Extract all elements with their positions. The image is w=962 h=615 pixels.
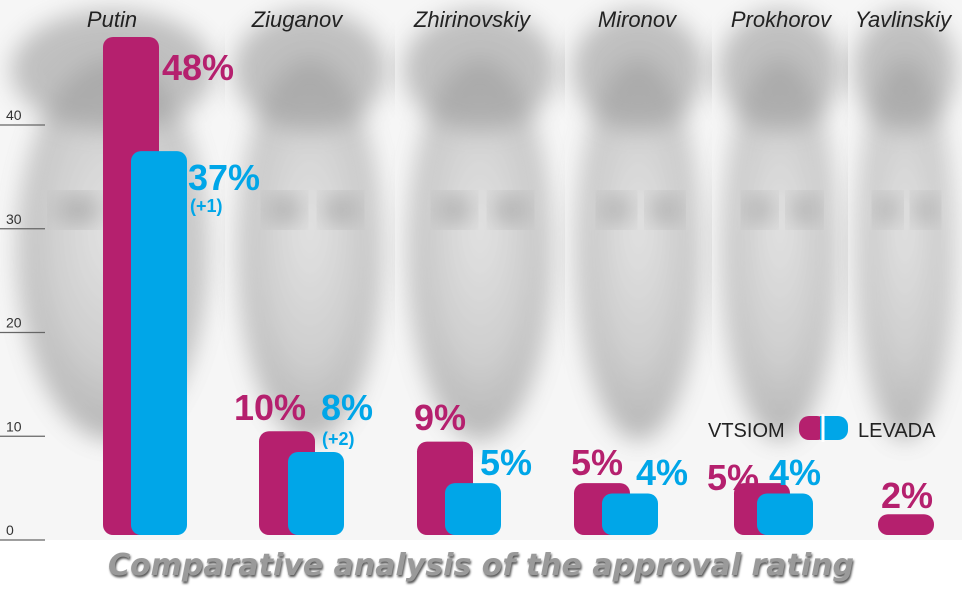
- change-label-levada: (+1): [190, 196, 223, 216]
- value-label-vtsiom: 5%: [707, 457, 759, 498]
- y-tick-label: 10: [6, 418, 22, 434]
- value-label-vtsiom: 48%: [162, 47, 234, 88]
- value-label-vtsiom: 9%: [414, 397, 466, 438]
- category-labels: Putin Ziuganov Zhirinovskiy Mironov Prokhoro…: [87, 7, 953, 32]
- legend-levada-label: LEVADA: [858, 420, 936, 442]
- category-label-mironov: Mironov: [598, 7, 678, 32]
- category-label-putin: Putin: [87, 7, 137, 32]
- legend: VTSIOM LEVADA: [708, 414, 936, 442]
- value-label-levada: 4%: [769, 452, 821, 493]
- value-label-levada: 37%: [188, 157, 260, 198]
- category-label-prokhorov: Prokhorov: [731, 7, 833, 32]
- portrait-2: [225, 0, 395, 540]
- legend-pill-icon: [799, 414, 848, 442]
- category-label-yavlinskiy: Yavlinskiy: [855, 7, 953, 32]
- category-label-zhirinovskiy: Zhirinovskiy: [413, 7, 532, 32]
- value-label-levada: 5%: [480, 442, 532, 483]
- bars: 48%10% 9%5% 5% 2%37%8%5% 4% 4%(+1)(+2): [103, 37, 934, 535]
- portrait-4: [565, 0, 712, 540]
- bar-levada-mironov: [602, 493, 658, 535]
- value-label-vtsiom: 2%: [881, 475, 933, 516]
- y-tick-label: 30: [6, 211, 22, 227]
- caption-band: [0, 540, 962, 615]
- portrait-6: [848, 0, 962, 540]
- bar-levada-ziuganov: [288, 452, 344, 535]
- chart-title: Comparative analysis of the approval rat…: [108, 548, 854, 583]
- y-tick-label: 0: [6, 522, 14, 538]
- value-label-vtsiom: 10%: [234, 387, 306, 428]
- value-label-levada: 4%: [636, 452, 688, 493]
- portrait-5: [712, 0, 848, 540]
- legend-vtsiom-label: VTSIOM: [708, 420, 785, 442]
- y-tick-label: 40: [6, 107, 22, 123]
- y-tick-label: 20: [6, 315, 22, 331]
- y-axis: 0 10 20 30 40: [0, 107, 45, 541]
- change-label-levada: (+2): [322, 429, 355, 449]
- value-label-vtsiom: 5%: [571, 442, 623, 483]
- bar-vtsiom-yavlinskiy: [878, 514, 934, 535]
- bar-levada-putin: [131, 151, 187, 535]
- bar-levada-prokhorov: [757, 493, 813, 535]
- category-label-ziuganov: Ziuganov: [251, 7, 345, 32]
- value-label-levada: 8%: [321, 387, 373, 428]
- bar-levada-zhirinovskiy: [445, 483, 501, 535]
